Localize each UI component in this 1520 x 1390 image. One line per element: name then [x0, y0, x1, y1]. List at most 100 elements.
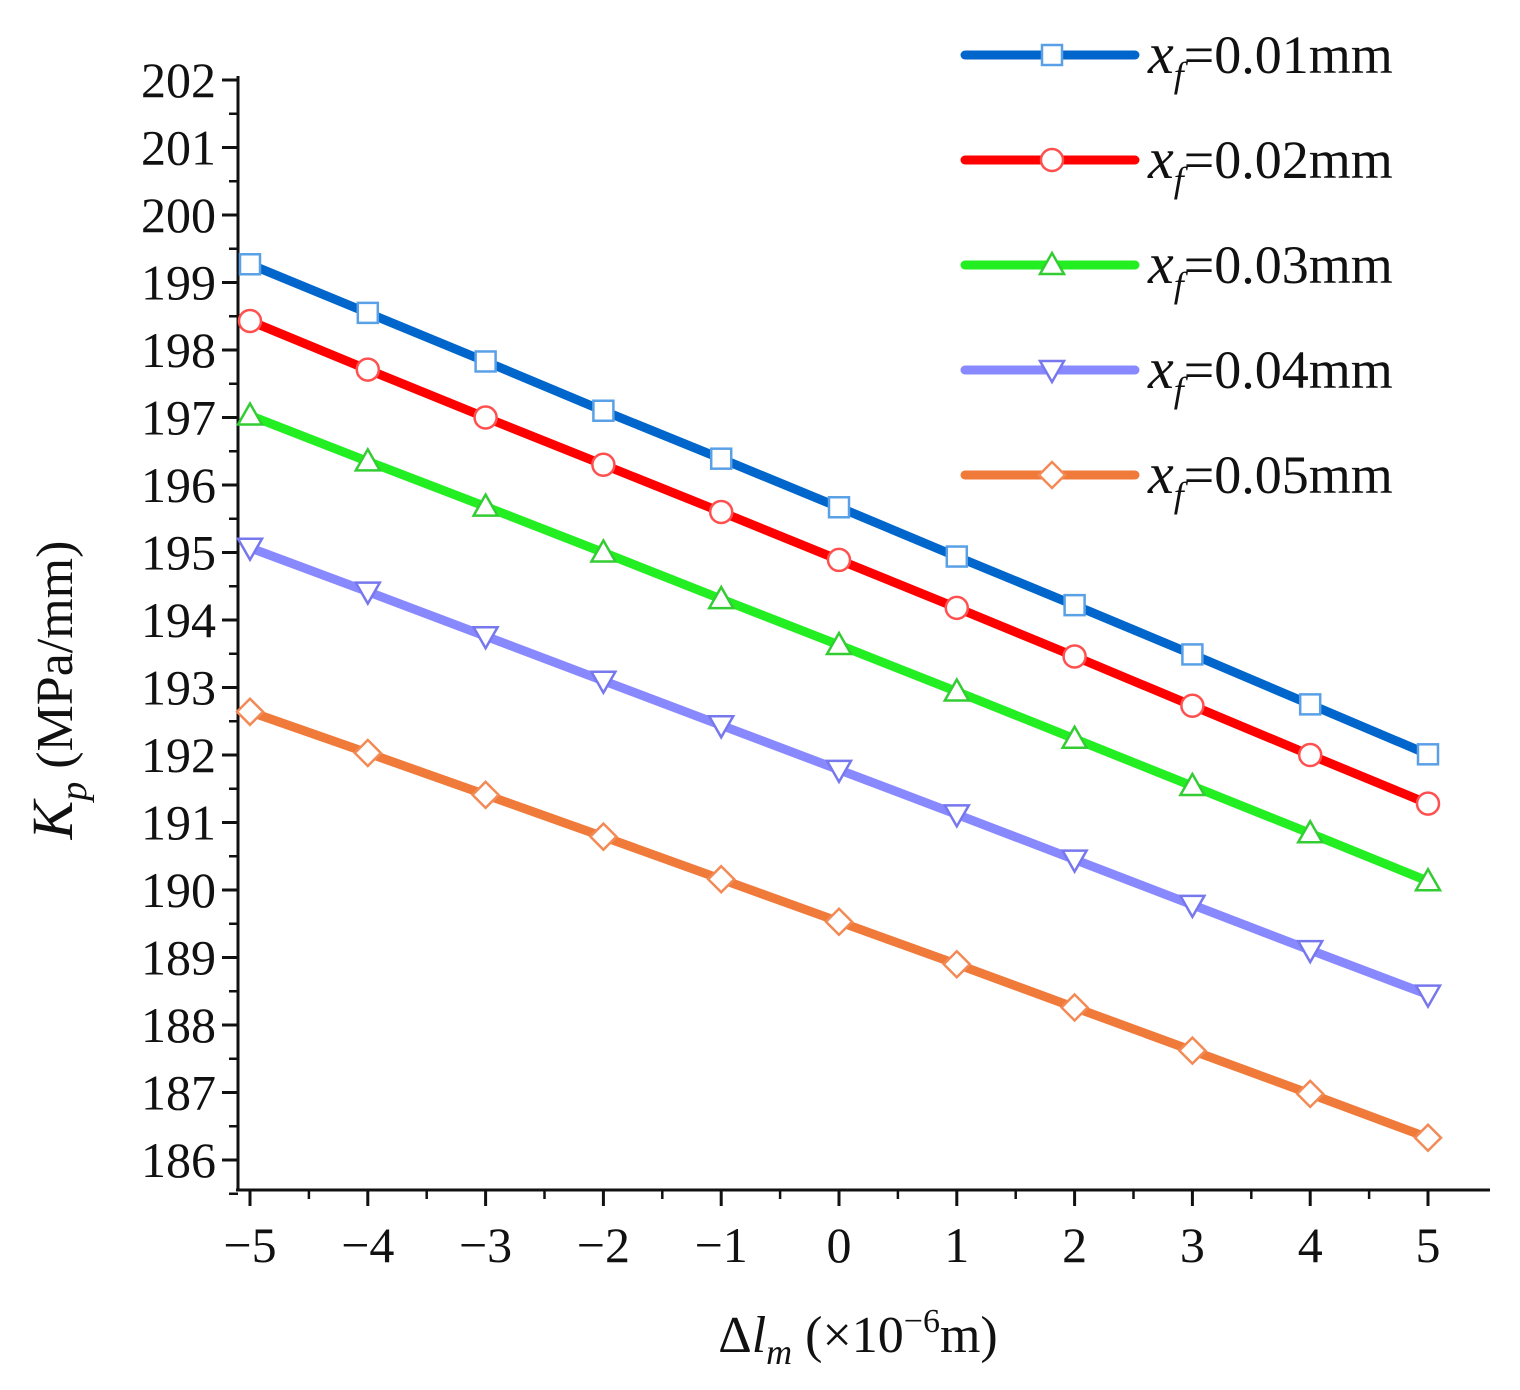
data-point	[355, 357, 381, 382]
y-tick-label: 195	[141, 525, 216, 581]
series-5	[235, 697, 1443, 1153]
data-point	[1063, 593, 1086, 617]
data-point	[470, 780, 501, 810]
data-point	[1059, 992, 1090, 1023]
data-point	[474, 350, 497, 373]
data-point	[1060, 849, 1089, 875]
legend-label: xf=0.04mm	[1147, 336, 1393, 410]
series-4	[235, 537, 1443, 1010]
legend-marker	[1037, 460, 1067, 490]
data-point	[944, 595, 970, 621]
axes	[236, 76, 1490, 1192]
data-point	[1413, 1122, 1443, 1153]
data-point	[1297, 742, 1323, 768]
data-point	[356, 301, 380, 325]
data-point	[353, 581, 382, 607]
y-tick-label: 193	[141, 660, 216, 716]
data-point	[592, 399, 615, 422]
series-1	[238, 253, 1440, 766]
x-axis-unit-exponent: −6	[904, 1303, 940, 1340]
data-point	[1178, 771, 1207, 797]
legend-label: xf=0.01mm	[1147, 21, 1393, 95]
x-tick-label: 3	[1180, 1217, 1205, 1273]
data-point	[707, 584, 736, 610]
data-point	[709, 447, 733, 470]
data-point	[707, 715, 736, 740]
x-tick-label: −4	[341, 1217, 394, 1273]
data-point	[473, 405, 498, 430]
legend-marker	[1037, 250, 1067, 276]
data-point	[353, 738, 383, 768]
series-2	[237, 308, 1441, 816]
data-point	[1062, 644, 1087, 669]
y-tick-label: 194	[141, 592, 216, 648]
data-point	[1177, 1035, 1208, 1066]
data-point	[1296, 939, 1325, 965]
x-tick-label: −5	[223, 1217, 276, 1273]
legend-marker	[1040, 43, 1064, 67]
plot-area	[235, 253, 1443, 1153]
data-point	[1296, 818, 1325, 844]
data-point	[827, 496, 851, 519]
data-point	[1416, 743, 1440, 766]
legend-item: xf=0.02mm	[960, 126, 1393, 200]
data-point	[588, 821, 619, 852]
x-axis-ticks: −5 −4 −3 −2 −1 0 1 2 3 4 5	[223, 1190, 1441, 1273]
data-point	[945, 545, 969, 568]
legend-marker	[1037, 359, 1067, 385]
x-tick-label: 1	[944, 1217, 969, 1273]
x-axis-symbol: l	[752, 1307, 766, 1364]
y-tick-label: 202	[141, 52, 216, 108]
y-tick-label: 196	[141, 457, 216, 513]
y-axis-symbol: K	[20, 797, 85, 840]
data-point	[824, 630, 854, 656]
legend-item: xf=0.03mm	[960, 231, 1393, 305]
data-point	[589, 670, 618, 696]
y-tick-label: 189	[141, 930, 216, 986]
y-axis-subscript: p	[53, 782, 95, 804]
data-point	[942, 677, 971, 702]
x-tick-label: −2	[577, 1217, 630, 1273]
data-point	[237, 308, 263, 334]
legend: xf=0.01mm xf=0.02mm xf=0.03mm xf=0.04mm xf=0…	[960, 21, 1393, 515]
data-point	[1413, 866, 1443, 892]
data-point	[1060, 724, 1089, 750]
x-tick-label: 0	[827, 1217, 852, 1273]
data-point	[235, 697, 265, 727]
data-point	[826, 547, 852, 573]
data-point	[1298, 693, 1322, 716]
x-tick-label: −1	[695, 1217, 748, 1273]
y-tick-label: 198	[141, 322, 216, 378]
y-tick-label: 201	[141, 120, 216, 176]
data-point	[824, 759, 854, 785]
data-point	[708, 499, 734, 525]
legend-marker	[1039, 147, 1065, 173]
y-tick-label: 188	[141, 997, 216, 1053]
x-tick-label: −3	[459, 1217, 512, 1273]
legend-label: xf=0.05mm	[1147, 441, 1393, 515]
data-point	[1415, 791, 1441, 816]
y-tick-label: 190	[141, 862, 216, 918]
data-point	[1180, 693, 1205, 718]
x-tick-label: 2	[1062, 1217, 1087, 1273]
y-tick-label: 199	[141, 255, 216, 311]
x-axis-unit-open: (×10	[792, 1307, 904, 1364]
data-point	[591, 452, 616, 477]
y-tick-label: 187	[141, 1065, 216, 1121]
y-tick-label: 197	[141, 390, 216, 446]
y-axis-title: Kp (MPa/mm)	[20, 541, 95, 841]
data-point	[824, 906, 854, 937]
legend-item: xf=0.05mm	[960, 441, 1393, 515]
y-axis-unit: (MPa/mm)	[27, 541, 84, 782]
data-point	[942, 804, 971, 829]
data-point	[471, 492, 500, 517]
y-axis-ticks: 186 187 188 189 190 191 192 193 194 195 196 197 198 1…	[141, 52, 238, 1195]
y-tick-label: 192	[141, 727, 216, 783]
data-point	[235, 537, 265, 563]
data-point	[1178, 894, 1207, 920]
y-tick-label: 186	[141, 1132, 216, 1188]
data-point	[1295, 1079, 1325, 1109]
data-point	[589, 537, 618, 563]
series-3	[235, 400, 1443, 892]
